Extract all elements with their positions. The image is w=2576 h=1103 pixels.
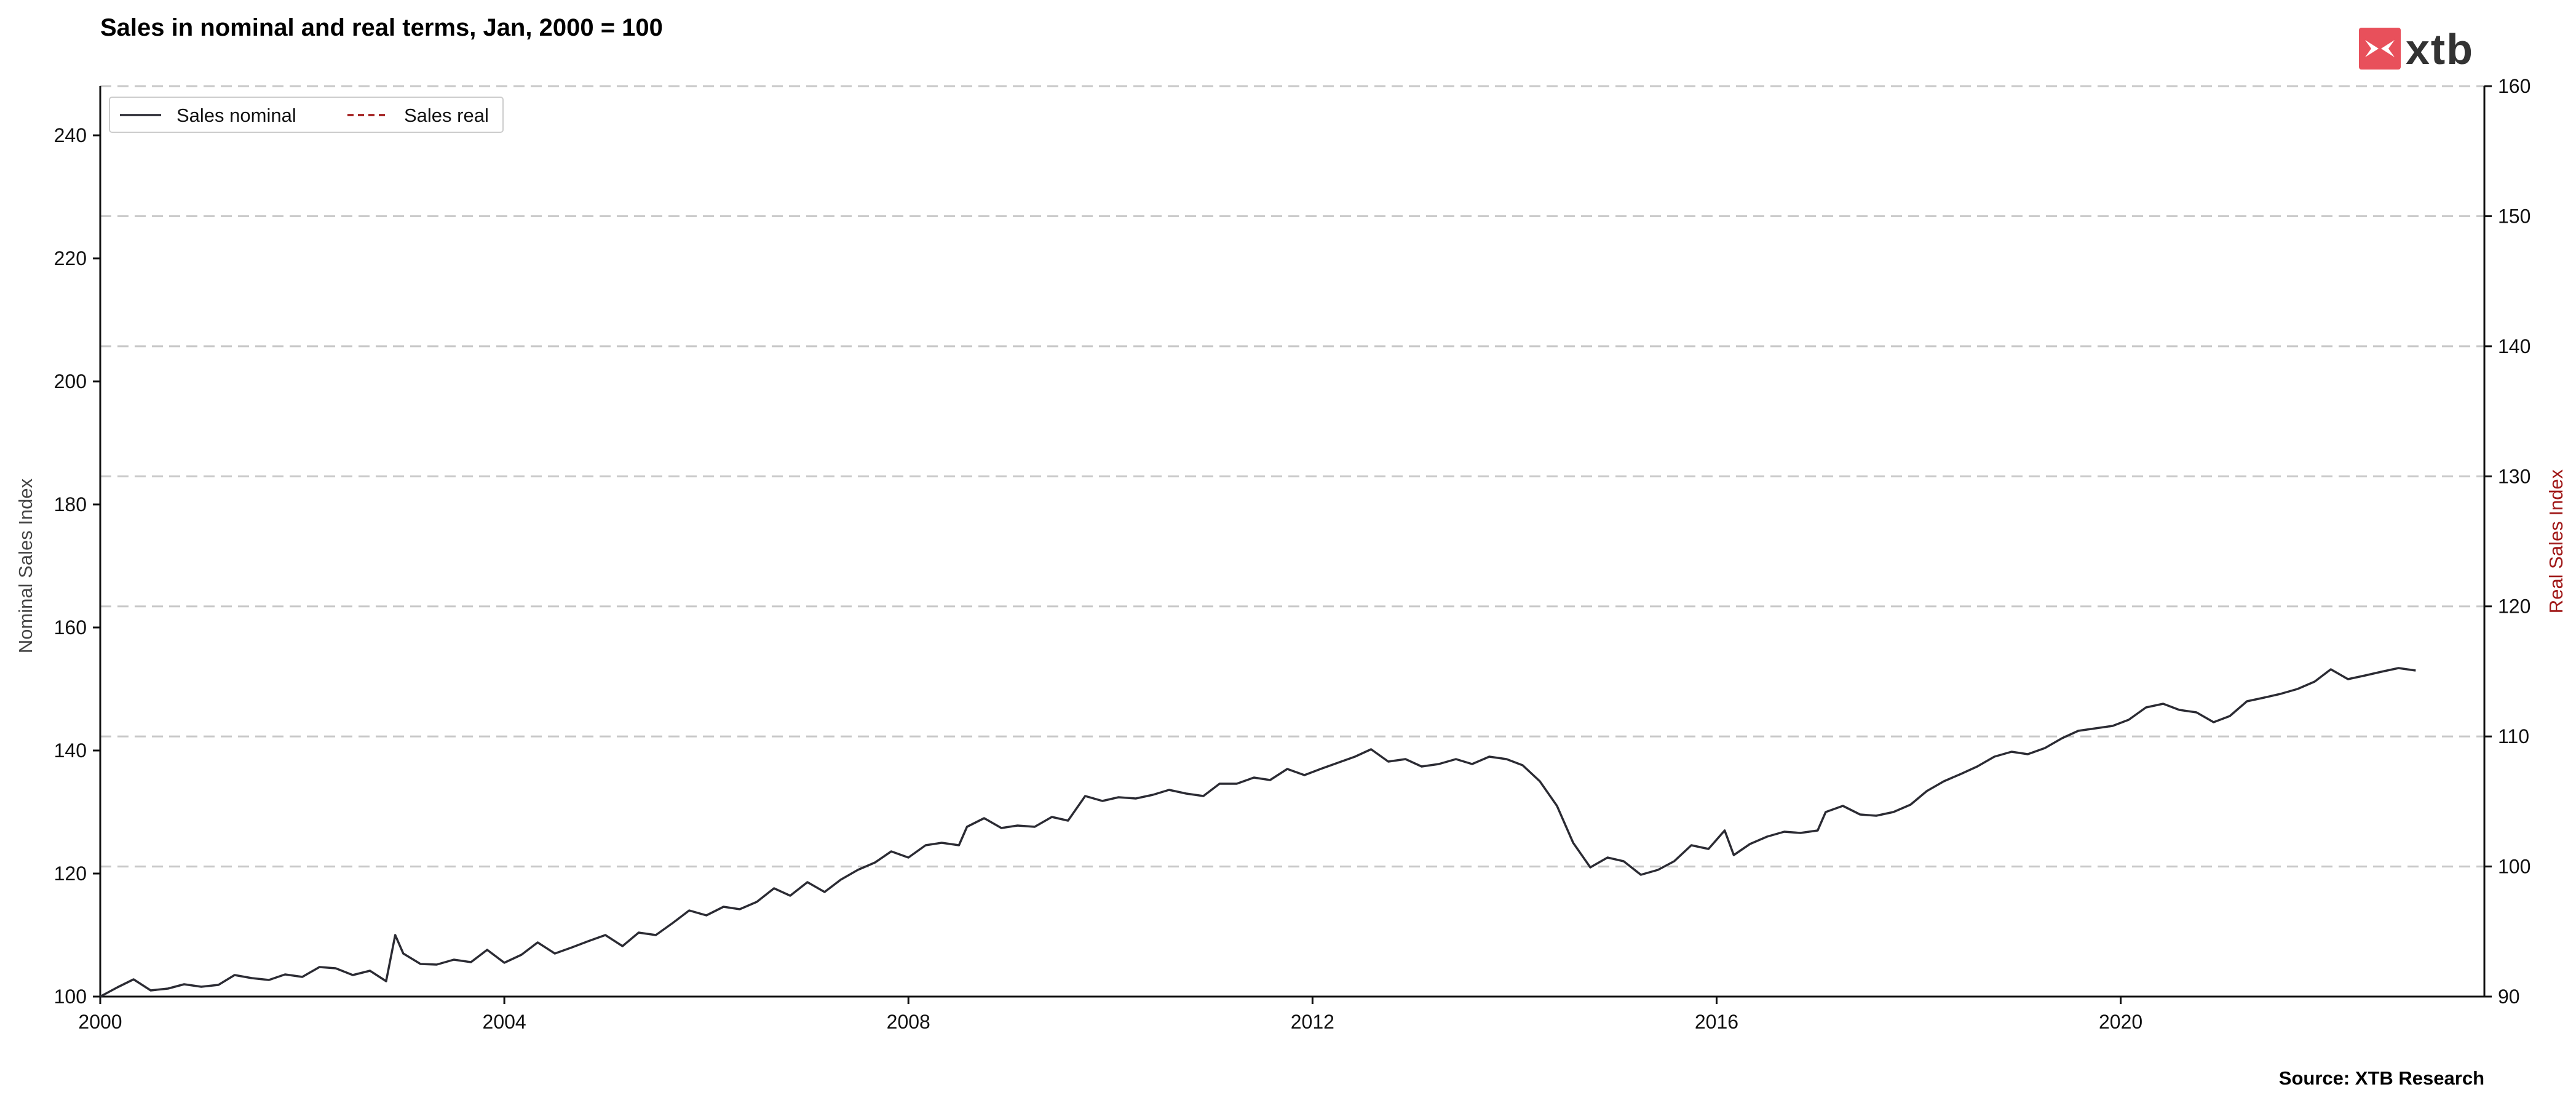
x-tick-label: 2012 xyxy=(1291,1011,1334,1033)
y-right-tick-label: 120 xyxy=(2498,595,2530,618)
x-tick-label: 2008 xyxy=(887,1011,930,1033)
legend-box xyxy=(109,97,504,133)
y-right-tick-label: 140 xyxy=(2498,335,2530,357)
grid-lines xyxy=(100,85,2484,868)
x-tick-label: 2020 xyxy=(2099,1011,2142,1033)
y-right-tick-label: 150 xyxy=(2498,205,2530,227)
y-right-tick-label: 160 xyxy=(2498,75,2530,97)
y-left-tick-label: 100 xyxy=(54,986,87,1008)
series-line-nominal xyxy=(100,667,2416,998)
legend: Sales nominal Sales real xyxy=(109,97,504,133)
x-tick-label: 2016 xyxy=(1695,1011,1738,1033)
y-axis-label-left: Nominal Sales Index xyxy=(15,478,36,653)
x-tick-label: 2000 xyxy=(78,1011,122,1033)
y-left-tick-label: 200 xyxy=(54,370,87,392)
legend-label-nominal: Sales nominal xyxy=(176,105,296,126)
y-axis-label-right: Real Sales Index xyxy=(2545,469,2567,613)
y-right-tick-label: 90 xyxy=(2498,986,2520,1008)
chart-title: Sales in nominal and real terms, Jan, 20… xyxy=(100,14,663,41)
y-right-tick-label: 130 xyxy=(2498,465,2530,487)
logo-wordmark: xtb xyxy=(2406,25,2474,73)
y-left-tick-label: 160 xyxy=(54,616,87,639)
axes: 100 120 140 160 180 200 220 240 90 100 110 120 130 14… xyxy=(54,75,2531,1033)
logo-mark xyxy=(2359,28,2401,70)
xtb-logo: xtb xyxy=(2359,25,2474,73)
y-right-tick-label: 110 xyxy=(2498,725,2529,747)
y-left-tick-label: 180 xyxy=(54,493,87,516)
y-left-tick-label: 120 xyxy=(54,862,87,885)
x-tick-label: 2004 xyxy=(483,1011,526,1033)
legend-label-real: Sales real xyxy=(404,105,489,126)
source-note: Source: XTB Research xyxy=(2279,1067,2484,1089)
y-left-tick-label: 240 xyxy=(54,124,87,146)
y-right-tick-label: 100 xyxy=(2498,856,2530,878)
series xyxy=(100,667,2416,998)
y-left-tick-label: 140 xyxy=(54,739,87,762)
y-left-tick-label: 220 xyxy=(54,247,87,269)
